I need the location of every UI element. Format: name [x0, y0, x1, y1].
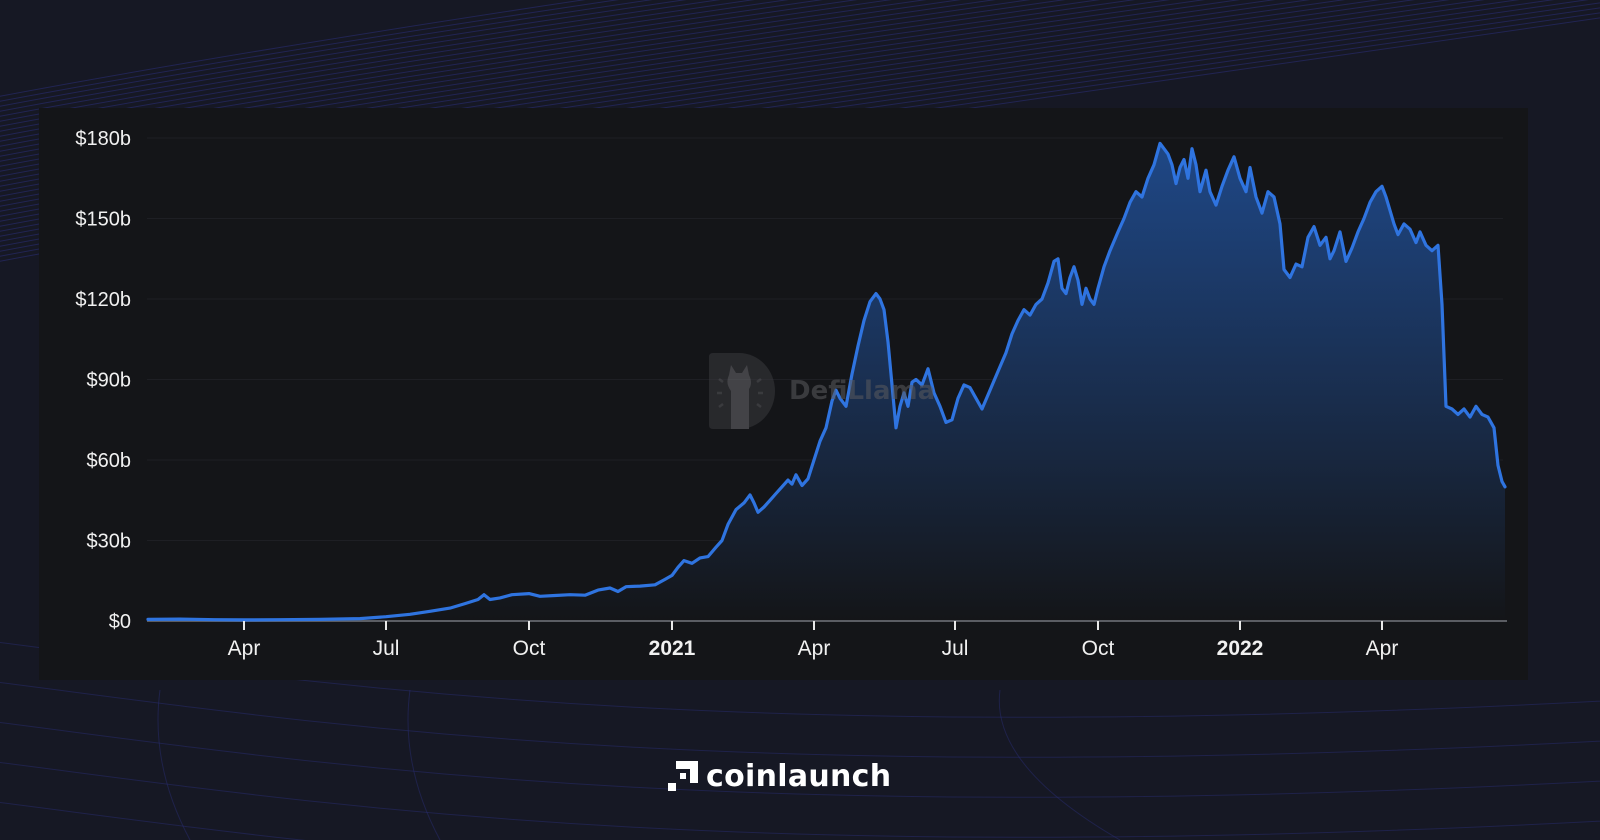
- y-axis-tick-label: $120b: [75, 289, 131, 311]
- y-axis-tick-label: $150b: [75, 209, 131, 231]
- x-axis-tick-label: Apr: [798, 637, 831, 660]
- x-axis-tick-label: Apr: [1366, 637, 1399, 660]
- x-axis-tick-label: Oct: [513, 637, 546, 660]
- coinlaunch-logo-icon: [668, 761, 698, 791]
- y-axis-tick-label: $180b: [75, 128, 131, 150]
- chart-card: $0 $30b $60b $90b $120b $150b $180b Apr Jul Oct 20…: [39, 108, 1528, 680]
- watermark-text: DefiLlama: [789, 376, 936, 406]
- brand-name: coinlaunch: [706, 758, 892, 794]
- y-axis-tick-label: $60b: [87, 450, 132, 472]
- x-axis-tick-label: Oct: [1082, 637, 1115, 660]
- x-axis-tick-label: Jul: [942, 637, 969, 660]
- tvl-line[interactable]: [146, 141, 1507, 622]
- y-axis-tick-label: $30b: [87, 531, 132, 553]
- x-axis-tick-label: 2021: [649, 637, 696, 660]
- x-axis-tick-label: Jul: [373, 637, 400, 660]
- y-axis-tick-label: $0: [109, 611, 131, 633]
- defillama-watermark: DefiLlama: [709, 352, 949, 430]
- x-axis-tick-label: 2022: [1217, 637, 1264, 660]
- y-axis-tick-label: $90b: [87, 370, 132, 392]
- area-fill: [148, 143, 1505, 621]
- tvl-area-chart[interactable]: $0 $30b $60b $90b $120b $150b $180b Apr Jul Oct 20…: [39, 108, 1528, 680]
- x-axis-tick-label: Apr: [228, 637, 261, 660]
- llama-logo-icon: [709, 353, 775, 429]
- coinlaunch-brand[interactable]: coinlaunch: [668, 758, 892, 794]
